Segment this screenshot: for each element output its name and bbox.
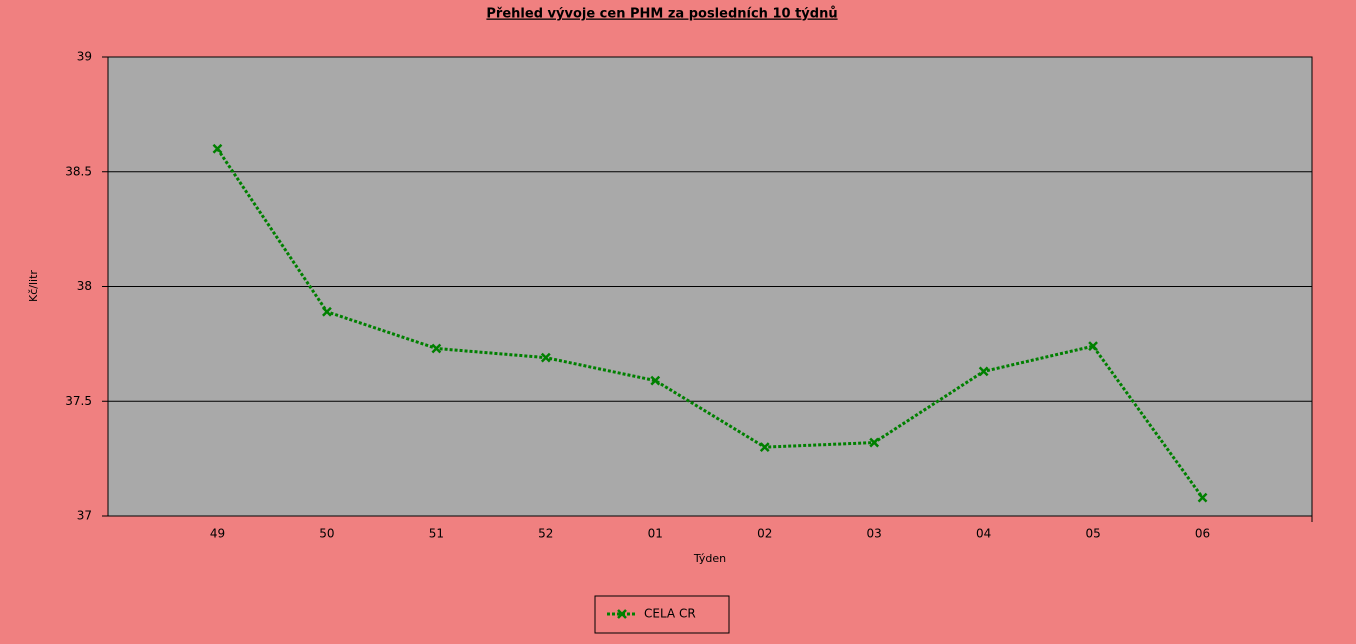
- x-tick-label: 04: [976, 527, 991, 541]
- x-tick-label: 49: [210, 527, 225, 541]
- x-tick-label: 01: [648, 527, 663, 541]
- legend-marker: [617, 609, 627, 619]
- y-tick-label: 38.5: [65, 164, 92, 178]
- y-tick-label: 37: [77, 509, 92, 523]
- x-tick-label: 05: [1085, 527, 1100, 541]
- x-tick-label: 50: [319, 527, 334, 541]
- data-point: [759, 442, 770, 453]
- x-axis-label: Týden: [693, 552, 726, 565]
- y-tick-label: 37.5: [65, 394, 92, 408]
- data-point: [978, 366, 989, 377]
- data-point: [869, 437, 880, 448]
- series-line: [216, 147, 1204, 499]
- data-point: [1197, 492, 1208, 503]
- y-tick-label: 39: [77, 50, 92, 64]
- x-tick-label: 03: [867, 527, 882, 541]
- y-tick-label: 38: [77, 279, 92, 293]
- data-point: [322, 306, 332, 317]
- chart-title: Přehled vývoje cen PHM za posledních 10 …: [486, 7, 837, 22]
- data-point: [650, 375, 661, 386]
- x-tick-label: 51: [429, 527, 444, 541]
- data-point: [540, 352, 551, 363]
- data-point: [212, 143, 223, 154]
- x-tick-label: 52: [538, 527, 553, 541]
- data-point: [431, 343, 442, 354]
- legend-label: CELA CR: [644, 607, 696, 621]
- x-tick-label: 02: [757, 527, 772, 541]
- x-tick-label: 06: [1195, 527, 1210, 541]
- y-axis-label: Kč/litr: [27, 270, 40, 302]
- data-point: [1088, 341, 1098, 352]
- legend-box: [594, 595, 730, 634]
